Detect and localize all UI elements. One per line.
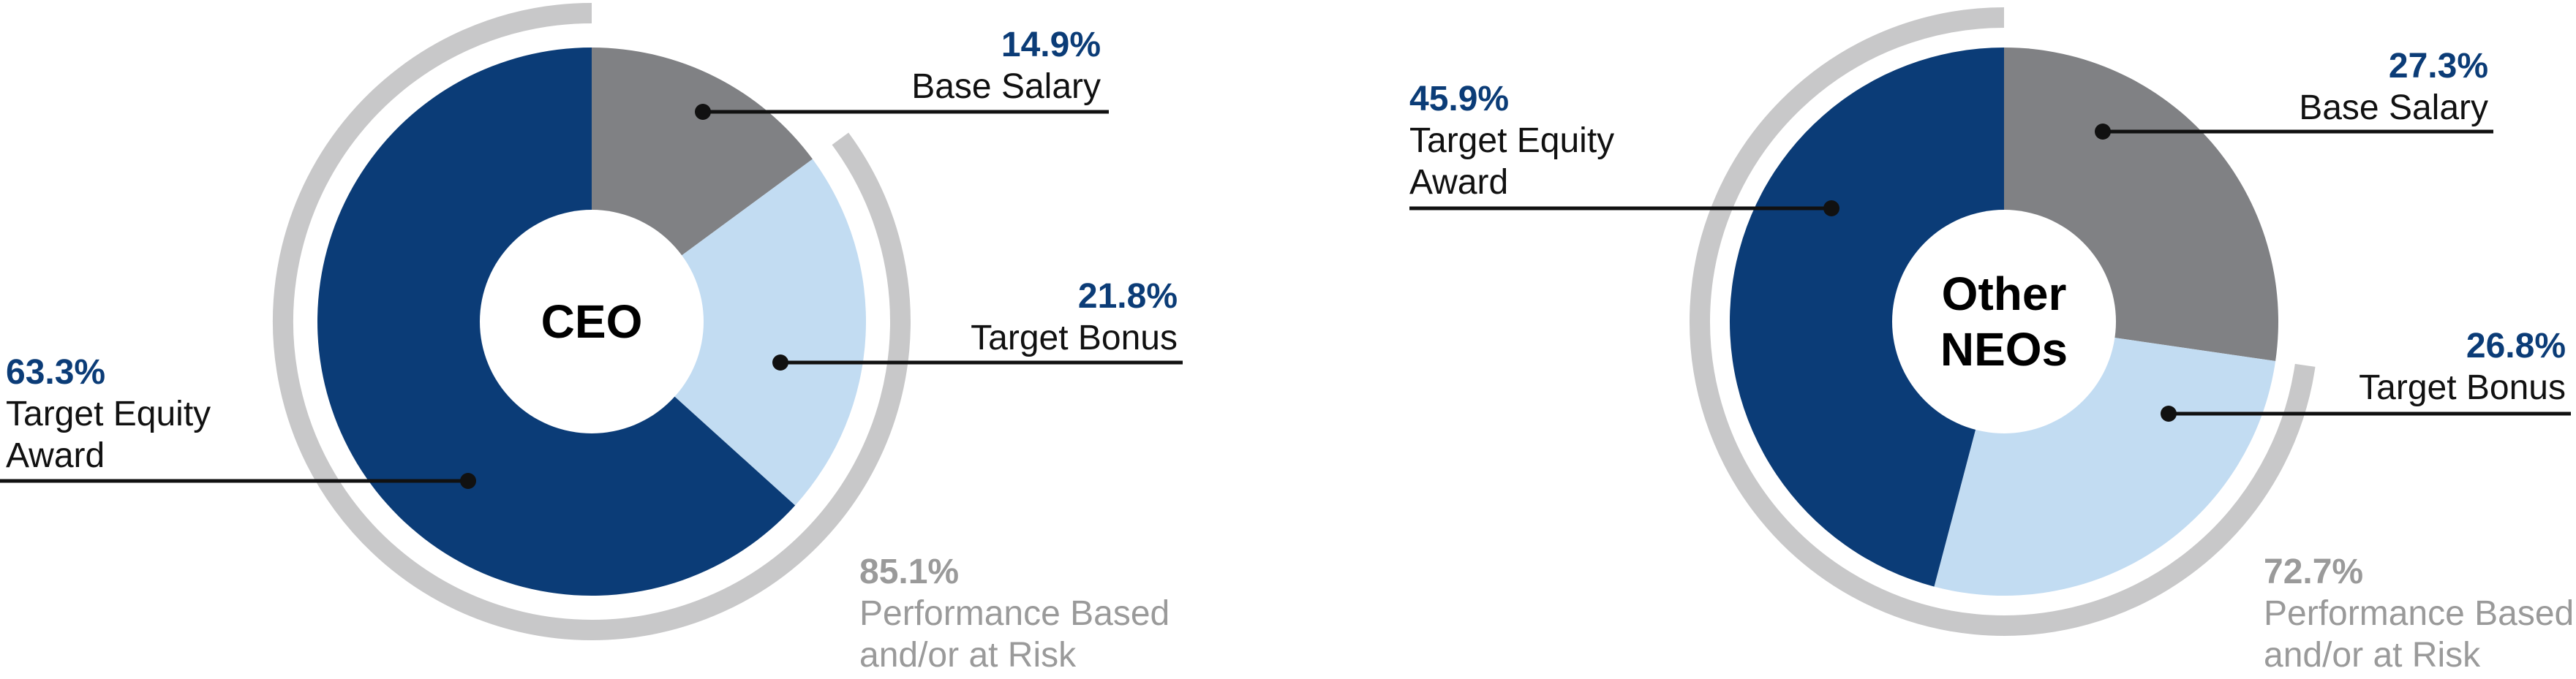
category-label: Base Salary bbox=[2299, 88, 2488, 127]
center-label: CEO bbox=[541, 295, 643, 348]
slice-label: 63.3% Target Equity Award bbox=[6, 352, 247, 477]
at-risk-label: 72.7% Performance Based and/or at Risk bbox=[2264, 551, 2576, 676]
slice-label: 21.8% Target Bonus bbox=[971, 276, 1178, 359]
category-label: Target Bonus bbox=[971, 319, 1178, 357]
category-label: Base Salary bbox=[911, 67, 1101, 106]
category-label: Target Equity Award bbox=[1409, 121, 1615, 202]
leader-dot bbox=[695, 104, 711, 120]
pie-slice bbox=[592, 159, 866, 506]
at-risk-label: 85.1% Performance Based and/or at Risk bbox=[859, 551, 1185, 676]
slice-label: 14.9% Base Salary bbox=[911, 24, 1101, 107]
center-label: Other NEOs bbox=[1940, 268, 2068, 376]
slice-label: 26.8% Target Bonus bbox=[2359, 325, 2566, 409]
pie-slice bbox=[1729, 48, 2004, 587]
value-label: 26.8% bbox=[2466, 327, 2566, 365]
leader-dot bbox=[2095, 124, 2111, 140]
at-risk-ring bbox=[273, 3, 911, 640]
at-risk-value: 72.7% bbox=[2264, 553, 2364, 591]
category-label: Target Bonus bbox=[2359, 368, 2566, 407]
slice-label: 45.9% Target Equity Award bbox=[1409, 78, 1651, 203]
value-label: 45.9% bbox=[1409, 80, 1510, 118]
category-label: Target Equity Award bbox=[6, 395, 211, 475]
slice-label: 27.3% Base Salary bbox=[2299, 45, 2488, 129]
value-label: 27.3% bbox=[2388, 47, 2488, 86]
at-risk-text: Performance Based and/or at Risk bbox=[859, 594, 1170, 675]
value-label: 21.8% bbox=[1077, 277, 1178, 316]
at-risk-value: 85.1% bbox=[859, 553, 960, 591]
at-risk-text: Performance Based and/or at Risk bbox=[2264, 594, 2575, 675]
leader-dot bbox=[2161, 406, 2177, 422]
leader-dot bbox=[1823, 200, 1839, 216]
donut-hole bbox=[1892, 210, 2116, 433]
at-risk-ring bbox=[1690, 7, 2316, 636]
leader-dot bbox=[772, 354, 788, 371]
value-label: 14.9% bbox=[1001, 26, 1101, 64]
value-label: 63.3% bbox=[6, 353, 106, 392]
leader-dot bbox=[460, 473, 476, 489]
donut-hole bbox=[480, 210, 704, 433]
